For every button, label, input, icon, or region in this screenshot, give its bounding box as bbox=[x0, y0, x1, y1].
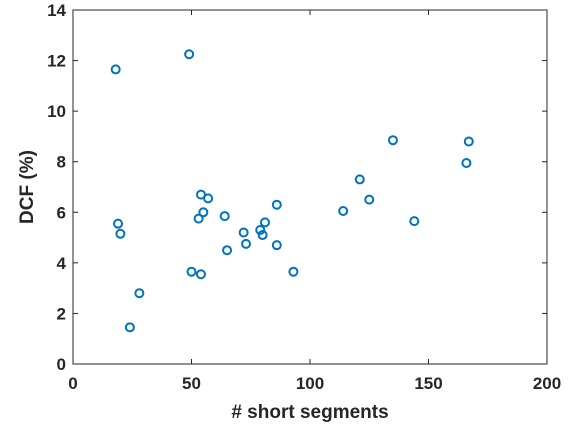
x-tick-label: 100 bbox=[296, 374, 324, 393]
data-point bbox=[354, 174, 365, 185]
y-tick-label: 6 bbox=[57, 203, 66, 222]
data-point bbox=[134, 288, 145, 299]
tick-labels: 0 50 100 150 200 0 2 4 6 8 10 12 14 bbox=[47, 1, 561, 393]
data-point bbox=[113, 218, 124, 229]
data-point bbox=[198, 207, 209, 218]
data-point bbox=[193, 213, 204, 224]
data-point bbox=[241, 238, 252, 249]
y-tick-label: 8 bbox=[57, 153, 66, 172]
data-point bbox=[288, 266, 299, 277]
y-tick-label: 14 bbox=[47, 1, 66, 20]
x-tick-label: 200 bbox=[533, 374, 561, 393]
data-points bbox=[110, 49, 474, 333]
tick-marks bbox=[72, 9, 548, 365]
data-point bbox=[338, 206, 349, 217]
data-point bbox=[124, 322, 135, 333]
data-point bbox=[461, 157, 472, 168]
y-tick-label: 2 bbox=[57, 304, 66, 323]
data-point bbox=[203, 193, 214, 204]
data-point bbox=[271, 199, 282, 210]
y-axis-label: DCF (%) bbox=[17, 150, 38, 224]
data-point bbox=[255, 224, 266, 235]
data-point bbox=[222, 245, 233, 256]
data-point bbox=[115, 228, 126, 239]
x-tick-label: 50 bbox=[182, 374, 201, 393]
data-point bbox=[195, 269, 206, 280]
data-point bbox=[110, 64, 121, 75]
x-axis-label: # short segments bbox=[231, 402, 388, 423]
y-tick-label: 10 bbox=[47, 102, 66, 121]
y-tick-label: 0 bbox=[57, 355, 66, 374]
data-point bbox=[271, 240, 282, 251]
data-point bbox=[257, 230, 268, 241]
x-tick-label: 150 bbox=[414, 374, 442, 393]
data-point bbox=[463, 136, 474, 147]
plot-area-frame bbox=[72, 9, 548, 365]
y-tick-label: 12 bbox=[47, 52, 66, 71]
data-point bbox=[219, 211, 230, 222]
data-point bbox=[184, 49, 195, 60]
y-tick-label: 4 bbox=[57, 254, 67, 273]
data-point bbox=[259, 217, 270, 228]
data-point bbox=[387, 135, 398, 146]
data-point bbox=[238, 227, 249, 238]
data-point bbox=[186, 266, 197, 277]
axes bbox=[72, 9, 548, 365]
data-point bbox=[409, 216, 420, 227]
x-tick-label: 0 bbox=[68, 374, 77, 393]
data-point bbox=[364, 194, 375, 205]
